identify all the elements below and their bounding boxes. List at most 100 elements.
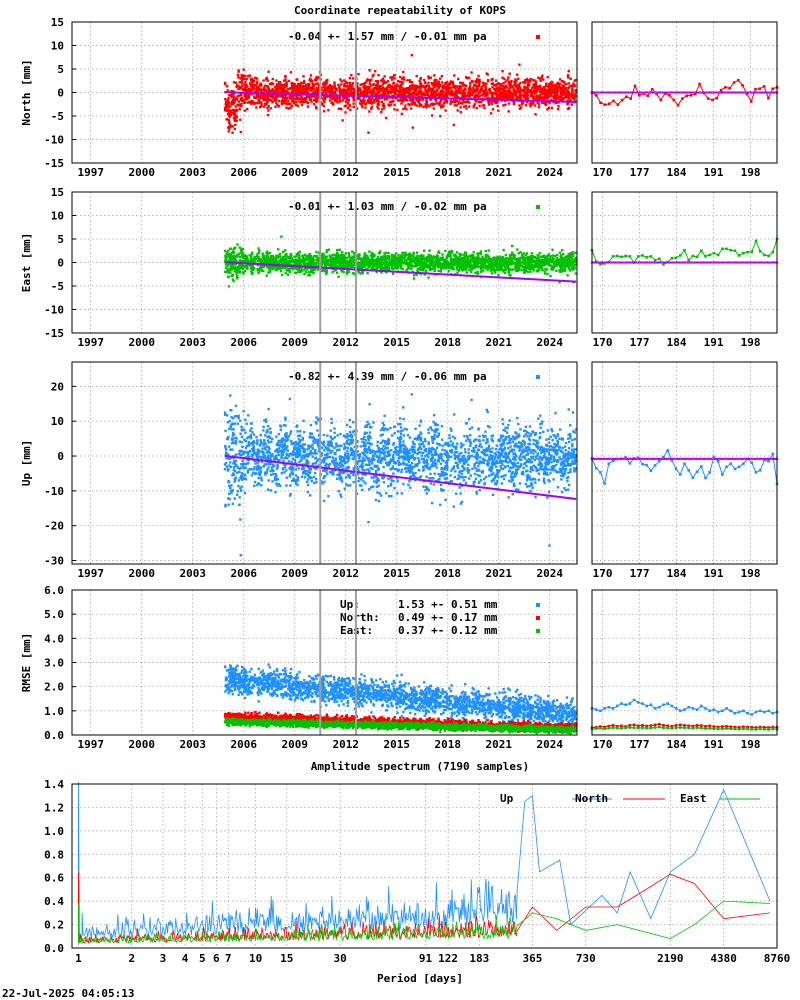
trend-point: [744, 91, 747, 94]
data-point: [247, 101, 249, 103]
data-point: [452, 101, 454, 103]
data-point: [418, 105, 420, 107]
data-point: [360, 103, 362, 105]
data-point: [386, 255, 388, 257]
recent-point: [625, 95, 628, 98]
data-point: [516, 74, 518, 76]
data-point: [227, 250, 229, 252]
data-point: [387, 103, 389, 105]
data-point: [236, 275, 238, 277]
trend-point: [699, 91, 702, 94]
data-point: [406, 79, 408, 81]
y-tick-label: 10: [51, 40, 64, 53]
data-point: [341, 260, 343, 262]
trend-point: [693, 91, 696, 94]
data-point: [290, 253, 292, 255]
data-point: [488, 249, 490, 251]
data-point: [372, 84, 374, 86]
data-point: [386, 88, 388, 90]
data-point: [459, 106, 461, 108]
data-point: [296, 78, 298, 80]
data-point: [234, 124, 236, 126]
data-point: [244, 270, 246, 272]
data-point: [465, 85, 467, 87]
data-point: [571, 87, 573, 89]
data-point: [550, 95, 552, 97]
trend-point: [674, 91, 677, 94]
y-tick-label: -5: [51, 280, 64, 293]
data-point: [468, 105, 470, 107]
data-point: [239, 77, 241, 79]
data-point: [351, 85, 353, 87]
data-point: [430, 103, 432, 105]
recent-point: [720, 89, 723, 92]
data-point: [292, 100, 294, 102]
data-point: [568, 70, 570, 72]
data-point: [452, 92, 454, 94]
data-point: [381, 265, 383, 267]
recent-point: [608, 102, 611, 105]
data-point: [278, 100, 280, 102]
recent-point: [733, 81, 736, 84]
data-point: [496, 83, 498, 85]
data-point: [295, 104, 297, 106]
data-point: [313, 255, 315, 257]
data-point: [492, 259, 494, 261]
data-point: [455, 266, 457, 268]
data-point: [426, 260, 428, 262]
data-point: [509, 255, 511, 257]
data-point: [460, 82, 462, 84]
data-point: [399, 91, 401, 93]
data-point: [430, 76, 432, 78]
y-tick-label: 15: [51, 186, 64, 199]
data-point: [304, 101, 306, 103]
data-point: [343, 85, 345, 87]
data-point: [502, 82, 504, 84]
data-point: [510, 94, 512, 96]
data-point: [567, 108, 569, 110]
east-panel: 151050-5-10-151997 2000 2003 2006 2009 2012 20…: [20, 186, 577, 349]
data-point: [310, 95, 312, 97]
data-point: [227, 126, 229, 128]
data-point: [415, 265, 417, 267]
data-point: [322, 83, 324, 85]
y-tick-label: -10: [44, 304, 64, 317]
data-point: [310, 74, 312, 76]
data-point: [532, 102, 534, 104]
data-point: [353, 91, 355, 93]
data-point: [228, 285, 230, 287]
data-point: [325, 89, 327, 91]
recent-point: [617, 103, 620, 106]
data-point: [544, 268, 546, 270]
data-point: [284, 79, 286, 81]
data-point: [541, 96, 543, 98]
data-point: [266, 255, 268, 257]
x-tick-label: 2018: [435, 166, 462, 179]
data-point: [287, 273, 289, 275]
data-point: [504, 272, 506, 274]
data-point: [225, 263, 227, 265]
data-point: [488, 103, 490, 105]
data-point: [486, 73, 488, 75]
data-point: [327, 109, 329, 111]
data-point: [399, 86, 401, 88]
data-point: [232, 109, 234, 111]
data-point: [542, 263, 544, 265]
data-point: [309, 274, 311, 276]
data-point: [224, 98, 226, 100]
data-point: [410, 268, 412, 270]
data-point: [357, 73, 359, 75]
data-point: [368, 97, 370, 99]
data-point: [444, 250, 446, 252]
data-point: [253, 87, 255, 89]
data-point: [229, 105, 231, 107]
data-point: [543, 86, 545, 88]
data-point: [547, 89, 549, 91]
data-point: [420, 85, 422, 87]
data-point: [367, 131, 369, 133]
data-point: [284, 90, 286, 92]
data-point: [571, 94, 573, 96]
data-point: [523, 86, 525, 88]
data-point: [572, 264, 574, 266]
recent-point: [621, 99, 624, 102]
